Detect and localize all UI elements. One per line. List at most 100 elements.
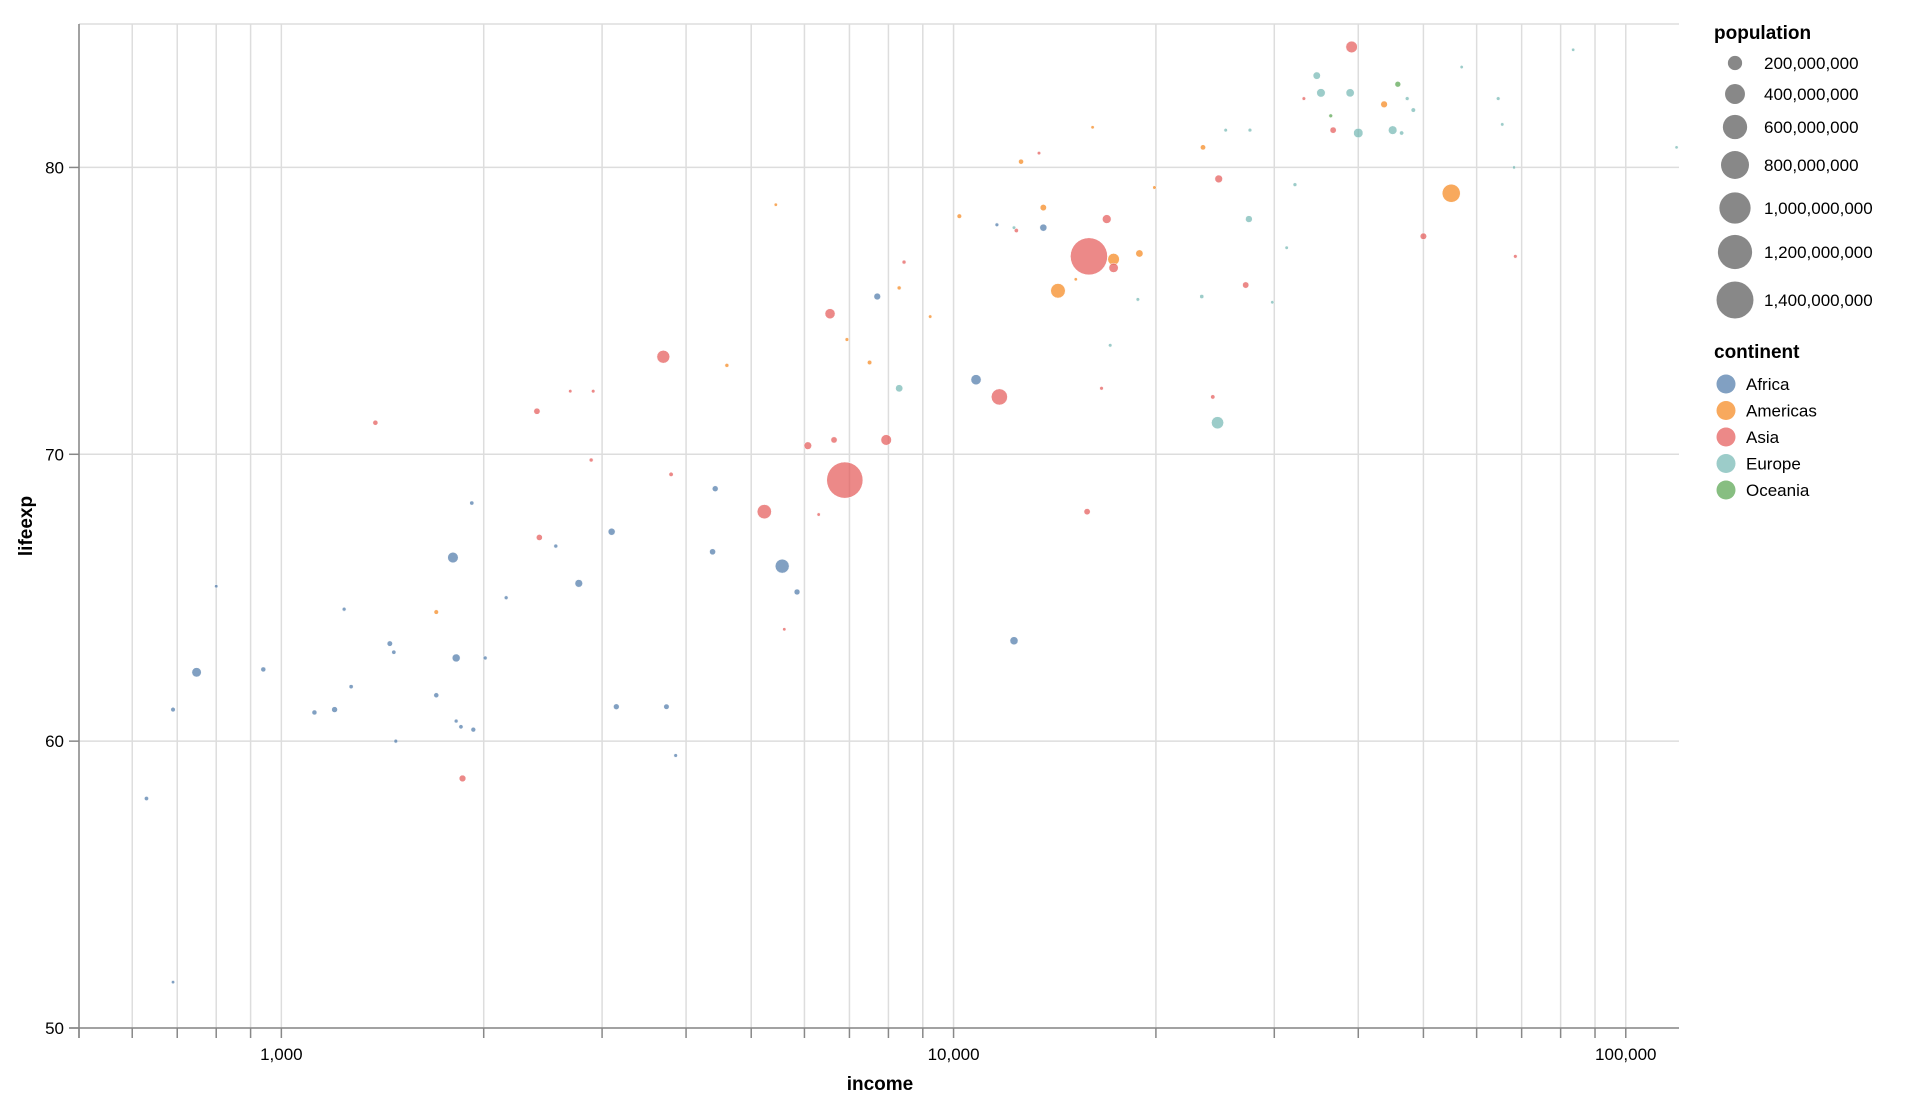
data-point-africa	[607, 527, 616, 536]
data-point-africa	[311, 709, 318, 716]
legend: population 200,000,000 400,000,000 600,000…	[1714, 23, 1873, 500]
size-legend-symbol	[1720, 150, 1750, 180]
data-point-africa	[1009, 636, 1019, 646]
data-point-africa	[391, 649, 397, 655]
data-point-europe	[1316, 88, 1326, 98]
data-point-africa	[873, 292, 881, 301]
data-point-asia	[1013, 228, 1019, 233]
data-point-africa	[553, 543, 559, 549]
data-point-asia	[782, 627, 787, 632]
data-point-europe	[1211, 416, 1224, 430]
x-tick-label: 100,000	[1595, 1045, 1656, 1064]
data-point-europe	[1012, 225, 1016, 230]
data-point-africa	[447, 552, 459, 564]
data-point-americas	[844, 337, 850, 342]
data-point-africa	[214, 584, 219, 589]
size-legend-symbol	[1719, 192, 1751, 224]
color-legend-symbol-americas	[1716, 401, 1736, 420]
x-tick-label: 1,000	[260, 1045, 303, 1064]
data-point-africa	[348, 684, 354, 689]
data-point-asia	[1210, 394, 1216, 400]
data-point-africa	[433, 692, 440, 698]
data-point-europe	[1284, 245, 1289, 250]
size-legend-label: 1,000,000,000	[1764, 199, 1873, 218]
data-point-africa	[994, 222, 1000, 227]
data-point-africa	[709, 548, 716, 556]
data-point-asia	[656, 350, 670, 364]
data-point-africa	[663, 703, 670, 710]
data-point-europe	[1353, 128, 1364, 138]
data-point-americas	[1073, 277, 1078, 282]
data-point-asia	[1329, 126, 1337, 134]
data-point-americas	[896, 285, 902, 291]
data-point-asia	[1083, 508, 1091, 516]
data-point-asia	[372, 419, 379, 426]
size-legend-symbol	[1725, 84, 1745, 104]
color-legend-symbol-africa	[1716, 374, 1736, 394]
data-point-africa	[712, 485, 719, 492]
color-legend-label: Africa	[1746, 375, 1790, 394]
data-point-asia	[756, 504, 772, 520]
data-point-oceania	[1394, 81, 1401, 88]
data-point-europe	[1245, 215, 1253, 223]
color-legend-label: Oceania	[1746, 481, 1810, 500]
data-point-asia	[816, 512, 821, 517]
data-point-europe	[1459, 65, 1464, 69]
data-point-europe	[1108, 343, 1113, 348]
data-point-africa	[451, 653, 461, 663]
data-point-europe	[1312, 71, 1321, 80]
size-legend-title: population	[1714, 23, 1811, 44]
data-point-americas	[1380, 100, 1388, 108]
size-legend-symbol	[1717, 234, 1753, 270]
color-legend-symbol-oceania	[1716, 480, 1736, 500]
data-point-africa	[970, 374, 982, 386]
data-point-africa	[574, 579, 583, 588]
data-point-americas	[867, 360, 873, 365]
data-point-africa	[458, 724, 464, 730]
color-legend-label: Americas	[1746, 402, 1817, 421]
size-legend-label: 600,000,000	[1764, 118, 1859, 137]
data-point-asia	[880, 434, 892, 446]
size-legend-label: 800,000,000	[1764, 156, 1859, 175]
data-point-europe	[1500, 122, 1505, 127]
data-point-asia	[591, 389, 596, 394]
data-point-africa	[793, 588, 801, 596]
x-axis-title: income	[847, 1074, 914, 1095]
data-point-europe	[1270, 300, 1275, 305]
data-point-europe	[1199, 294, 1205, 299]
data-point-africa	[482, 655, 488, 661]
data-point-africa	[774, 558, 790, 574]
data-point-europe	[1247, 128, 1253, 133]
data-point-americas	[1441, 183, 1461, 203]
grid-lines	[78, 23, 1679, 1029]
data-point-africa	[170, 707, 176, 713]
data-point-asia	[826, 461, 864, 499]
data-point-europe	[1512, 165, 1516, 170]
data-point-europe	[1410, 107, 1416, 113]
color-legend: Africa Americas Asia Europe Oceania	[1716, 374, 1817, 500]
data-point-americas	[1018, 158, 1024, 165]
data-point-africa	[470, 727, 476, 733]
data-point-africa	[171, 980, 175, 985]
data-points	[144, 40, 1679, 985]
data-point-asia	[1099, 386, 1104, 391]
axes: 1,000 10,000 100,000 50 60 70 80	[45, 24, 1679, 1064]
data-point-africa	[341, 607, 347, 612]
data-point-asia	[803, 441, 812, 450]
size-legend-label: 200,000,000	[1764, 54, 1859, 73]
data-point-europe	[1571, 47, 1576, 52]
data-point-americas	[1050, 283, 1066, 299]
data-point-oceania	[1328, 113, 1333, 118]
data-point-asia	[1242, 281, 1250, 289]
data-point-asia	[536, 534, 543, 541]
size-legend-symbol	[1722, 114, 1748, 140]
data-point-africa	[386, 640, 393, 647]
data-point-asia	[1070, 237, 1108, 276]
data-point-americas	[956, 213, 962, 219]
data-point-africa	[613, 703, 620, 710]
size-legend-label: 1,400,000,000	[1764, 291, 1873, 310]
color-legend-label: Asia	[1746, 428, 1780, 447]
data-point-americas	[1039, 204, 1047, 212]
data-point-africa	[503, 595, 509, 600]
